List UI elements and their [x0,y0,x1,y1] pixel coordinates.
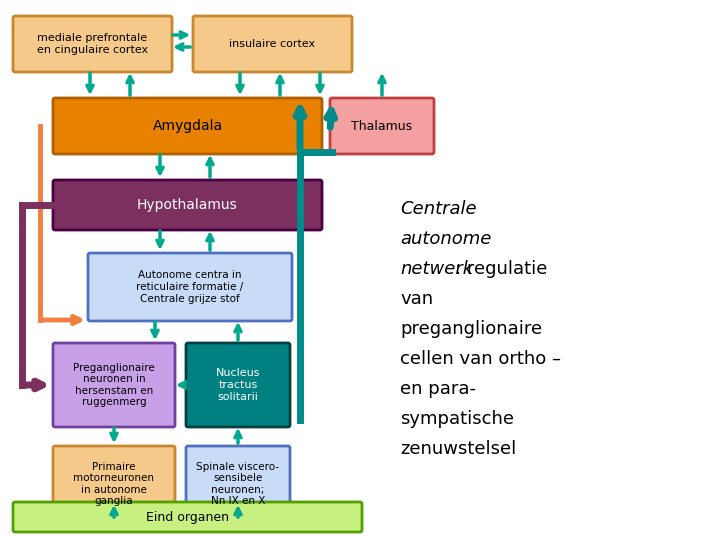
Text: van: van [400,290,433,308]
Text: Primaire
motorneuronen
in autonome
ganglia: Primaire motorneuronen in autonome gangl… [73,462,155,507]
FancyBboxPatch shape [193,16,352,72]
FancyBboxPatch shape [330,98,434,154]
FancyBboxPatch shape [53,446,175,522]
Text: Centrale: Centrale [400,200,477,218]
FancyBboxPatch shape [88,253,292,321]
FancyBboxPatch shape [53,343,175,427]
FancyBboxPatch shape [13,16,172,72]
Text: en para-: en para- [400,380,476,398]
Text: Hypothalamus: Hypothalamus [137,198,238,212]
Text: preganglionaire: preganglionaire [400,320,542,338]
Text: Nucleus
tractus
solitarii: Nucleus tractus solitarii [216,368,260,402]
Text: Thalamus: Thalamus [351,119,413,132]
FancyBboxPatch shape [53,98,322,154]
FancyBboxPatch shape [53,180,322,230]
Text: Spinale viscero-
sensibele
neuronen;
Nn IX en X: Spinale viscero- sensibele neuronen; Nn … [197,462,279,507]
Text: insulaire cortex: insulaire cortex [230,39,315,49]
Text: sympatische: sympatische [400,410,514,428]
FancyBboxPatch shape [13,502,362,532]
Text: Preganglionaire
neuronen in
hersenstam en
ruggenmerg: Preganglionaire neuronen in hersenstam e… [73,362,155,407]
Text: cellen van ortho –: cellen van ortho – [400,350,561,368]
Text: mediale prefrontale
en cingulaire cortex: mediale prefrontale en cingulaire cortex [37,33,148,55]
FancyBboxPatch shape [186,446,290,522]
Text: zenuwstelsel: zenuwstelsel [400,440,516,458]
Text: : regulatie: : regulatie [454,260,547,278]
Text: Eind organen: Eind organen [146,510,229,523]
Text: netwerk: netwerk [400,260,473,278]
Text: Autonome centra in
reticulaire formatie /
Centrale grijze stof: Autonome centra in reticulaire formatie … [136,271,243,303]
Text: autonome: autonome [400,230,491,248]
FancyBboxPatch shape [186,343,290,427]
Text: Amygdala: Amygdala [153,119,222,133]
